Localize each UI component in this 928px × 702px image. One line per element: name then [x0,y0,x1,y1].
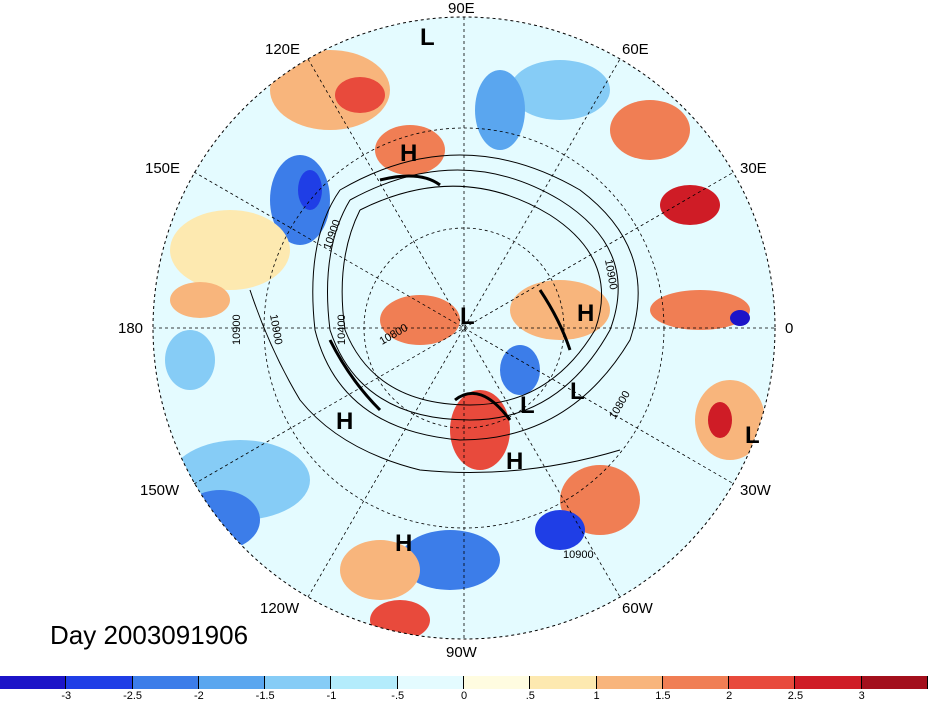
pressure-system-high: H [400,140,418,167]
colorbar-tick-label: 1 [593,690,600,702]
colorbar-box [464,676,531,689]
graticule [153,17,775,639]
colorbar-tick-label: 0 [460,690,468,702]
colorbar-box [66,676,133,689]
colorbar-box [132,676,199,689]
pressure-system-low: L [745,422,760,449]
colorbar-tick-label: 2.5 [787,690,804,702]
lon-label-90w: 90W [446,644,477,661]
colorbar-box [729,676,796,689]
lon-label-60e: 60E [622,41,649,58]
colorbar-tick-label: -3 [61,690,72,702]
colorbar-box [795,676,862,689]
colorbar-box [861,676,928,689]
contour-label: 10400 [336,314,348,345]
lon-label-90e: 90E [448,0,475,17]
pressure-system-high: H [506,448,524,475]
colorbar-box [265,676,332,689]
colorbar-tick-label: .5 [525,690,535,702]
pressure-system-low: L [570,378,585,405]
lon-label-120w: 120W [260,600,300,617]
colorbar-tick-label: -.5 [391,690,405,702]
contour-label: 10900 [231,314,243,345]
colorbar-tick-label: -2 [193,690,204,702]
lon-label-0: 0 [785,320,794,337]
colorbar-box [397,676,464,689]
colorbar-tick-label: -1 [326,690,337,702]
colorbar-box [198,676,266,689]
colorbar-tick-label: -1.5 [255,690,275,702]
pressure-system-high: H [336,408,354,435]
pressure-system-high: H [395,530,413,557]
polar-map: 10900 10900 10900 10400 10800 10900 1080… [152,16,776,640]
colorbar-box [530,676,597,689]
pressure-system-low: L [420,24,435,51]
colorbar-box [0,676,67,689]
contour-label: 10900 [267,313,284,345]
colorbar-tick-label: 2 [726,690,733,702]
colorbar-box [662,676,730,689]
date-label: Day 2003091906 [50,620,249,650]
pressure-system-low: L [520,392,535,419]
pressure-system-high: H [577,300,595,327]
lon-label-60w: 60W [622,600,653,617]
contour-label: 10900 [602,258,619,290]
lon-label-30w: 30W [740,482,771,499]
height-contours [249,154,639,473]
lon-label-30e: 30E [740,160,767,177]
lon-label-120e: 120E [265,41,301,58]
colorbar-tick-label: 3 [858,690,865,702]
colorbar-box [596,676,663,689]
colorbar-box [331,676,398,689]
colorbar-tick-label: -2.5 [123,690,143,702]
pressure-system-low: L [460,303,475,330]
colorbar: -3 -2.5 -2 -1.5 -1 -.5 0 .5 1 1.5 2 2.5 3 [0,676,928,702]
colorbar-tick-label: 1.5 [655,690,671,702]
lon-label-180: 180 [118,320,144,337]
contour-label: 10900 [563,549,594,561]
map-boundary [152,16,776,640]
lon-label-150e: 150E [145,160,181,177]
lon-label-150w: 150W [140,482,180,499]
